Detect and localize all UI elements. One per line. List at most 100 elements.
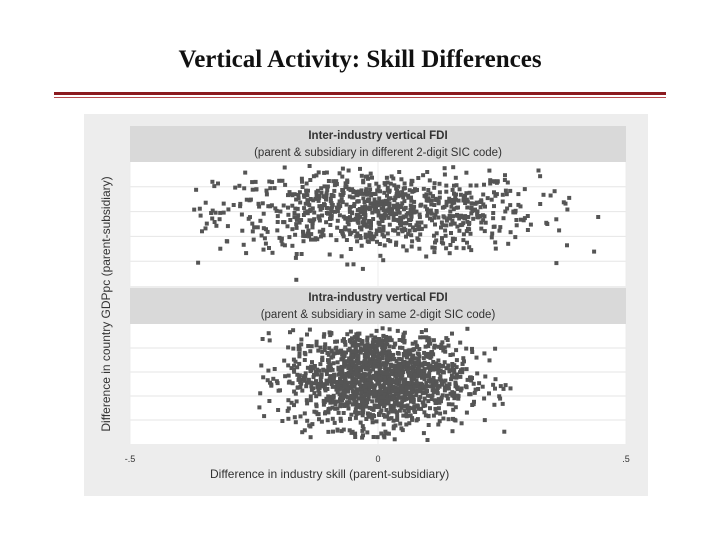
scatter-point [482, 182, 486, 187]
scatter-point [387, 377, 392, 382]
scatter-point [350, 211, 355, 216]
scatter-point [346, 168, 351, 173]
scatter-point [397, 338, 402, 342]
scatter-point [409, 244, 414, 249]
scatter-point [356, 353, 361, 358]
scatter-point [379, 408, 384, 413]
scatter-point [443, 233, 448, 238]
scatter-point [365, 377, 370, 382]
scatter-point [282, 243, 287, 248]
scatter-point [327, 252, 332, 257]
scatter-point [296, 343, 301, 348]
scatter-point [371, 355, 376, 360]
scatter-point [314, 404, 319, 409]
scatter-point [293, 255, 298, 260]
scatter-point [317, 193, 322, 198]
scatter-point [482, 229, 487, 234]
scatter-point [447, 199, 452, 204]
scatter-point [299, 381, 304, 386]
scatter-point [348, 416, 352, 421]
scatter-point [385, 193, 389, 198]
scatter-point [317, 195, 322, 200]
scatter-point [386, 389, 391, 394]
scatter-point [309, 344, 314, 349]
scatter-point [319, 372, 324, 377]
scatter-point [415, 383, 420, 388]
scatter-point [360, 413, 365, 418]
scatter-point [347, 428, 352, 433]
scatter-point [458, 192, 463, 197]
scatter-point [458, 340, 463, 345]
scatter-point [452, 393, 456, 398]
scatter-point [491, 179, 496, 184]
scatter-point [409, 195, 413, 200]
scatter-point [338, 350, 342, 355]
scatter-point [375, 203, 379, 208]
scatter-point [408, 208, 413, 212]
scatter-point [293, 359, 298, 364]
scatter-point [323, 388, 328, 393]
scatter-point [379, 431, 384, 436]
scatter-point [358, 214, 363, 219]
scatter-point [361, 426, 366, 431]
scatter-point [342, 389, 347, 394]
scatter-point [373, 376, 378, 380]
scatter-point [404, 248, 409, 253]
scatter-point [255, 225, 260, 230]
scatter-point [395, 328, 400, 333]
scatter-point [210, 208, 215, 213]
scatter-point [286, 416, 291, 421]
scatter-point [442, 360, 447, 365]
scatter-point [391, 345, 396, 350]
scatter-point [428, 191, 433, 196]
scatter-point [328, 333, 333, 338]
scatter-point [470, 346, 474, 351]
scatter-point [325, 184, 330, 189]
scatter-point [464, 229, 469, 234]
scatter-point [369, 223, 373, 228]
scatter-point [508, 386, 513, 391]
scatter-point [455, 393, 460, 398]
scatter-point [365, 351, 370, 356]
scatter-point [358, 420, 363, 425]
scatter-point [422, 384, 426, 389]
scatter-point [461, 238, 466, 243]
scatter-point [352, 202, 357, 206]
scatter-point [362, 384, 367, 389]
scatter-point [384, 408, 389, 412]
scatter-point [296, 347, 301, 352]
scatter-point [367, 357, 372, 362]
scatter-point [381, 422, 386, 427]
scatter-point [381, 258, 386, 263]
scatter-point [369, 375, 374, 380]
scatter-point [451, 416, 455, 421]
scatter-point [326, 359, 331, 364]
scatter-point [258, 391, 263, 396]
scatter-point [394, 392, 398, 397]
scatter-point [335, 390, 340, 395]
scatter-point [472, 390, 477, 395]
scatter-point [308, 435, 313, 440]
scatter-point [402, 186, 407, 191]
scatter-point [301, 213, 306, 217]
scatter-point [454, 348, 459, 353]
scatter-point [397, 371, 402, 376]
scatter-point [322, 345, 327, 349]
scatter-point [410, 368, 415, 373]
scatter-point [326, 429, 331, 434]
scatter-point [422, 410, 427, 415]
scatter-point [436, 406, 441, 411]
scatter-point [344, 216, 349, 221]
scatter-point [369, 351, 374, 356]
scatter-point [399, 193, 404, 198]
scatter-point [349, 383, 354, 388]
scatter-point [468, 183, 473, 188]
scatter-point [365, 381, 370, 386]
scatter-point [454, 192, 458, 197]
scatter-point [273, 206, 278, 211]
scatter-point [355, 208, 360, 213]
scatter-point [407, 228, 412, 233]
scatter-point [357, 338, 362, 342]
scatter-point [340, 200, 345, 205]
scatter-point [364, 417, 369, 421]
